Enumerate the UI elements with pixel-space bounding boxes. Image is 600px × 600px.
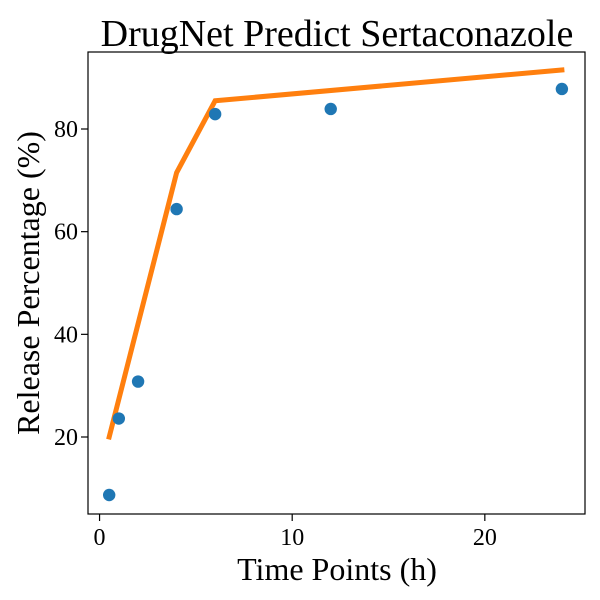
scatter-point [131,375,145,388]
x-axis: 0 10 20 [94,514,497,551]
prediction-line [106,67,565,441]
scatter-point [112,412,126,425]
y-tick-label: 20 [54,425,78,451]
x-tick-label: 20 [473,525,497,551]
y-tick-label: 60 [54,220,78,246]
plot-area [102,67,569,502]
plot-frame [87,51,586,515]
chart-title: DrugNet Predict Sertaconazole [101,13,574,55]
y-axis-label: Release Percentage (%) [10,131,46,435]
x-tick-label: 0 [94,525,106,551]
scatter-point [324,102,337,116]
y-axis: 20 40 60 80 [54,117,88,451]
scatter-point [555,82,569,96]
scatter-point [102,488,116,502]
y-tick-label: 80 [54,117,78,143]
scatter-point [208,107,222,121]
x-tick-label: 10 [280,525,304,551]
x-axis-label: Time Points (h) [237,551,437,587]
y-tick-label: 40 [54,322,78,348]
scatter-point [170,202,183,216]
